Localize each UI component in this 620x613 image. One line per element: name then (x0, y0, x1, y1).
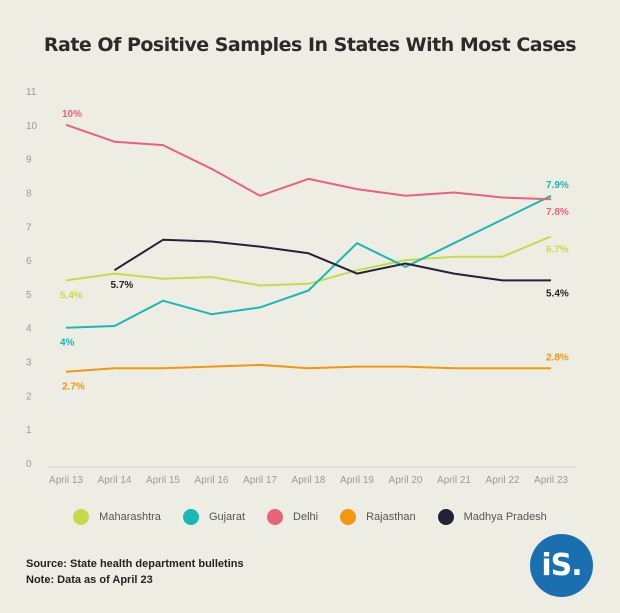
y-tick-label: 4 (26, 324, 32, 335)
chart-legend: Maharashtra Gujarat Delhi Rajasthan Madhya P… (0, 509, 620, 525)
legend-swatch (340, 509, 357, 525)
legend-label: Maharashtra (99, 511, 161, 523)
end-label-gujarat: 7.9% (546, 180, 569, 191)
line-chart: 0 1 2 3 4 5 6 7 8 9 10 11 April 13 April 14 April 15 Ap… (26, 87, 575, 486)
footnotes: Source: State health department bulletin… (26, 556, 244, 588)
x-tick-label: April 14 (98, 475, 132, 486)
legend-item-delhi: Delhi (267, 509, 318, 525)
y-tick-label: 1 (26, 425, 32, 436)
x-tick-label: April 17 (243, 475, 277, 486)
x-tick-label: April 15 (146, 475, 180, 486)
y-tick-label: 9 (26, 155, 32, 166)
y-tick-label: 0 (26, 459, 32, 470)
series-line-delhi (65, 123, 552, 201)
end-label-madhya-pradesh: 5.4% (546, 288, 569, 299)
legend-swatch (182, 509, 199, 525)
x-tick-label: April 18 (292, 475, 326, 486)
legend-item-gujarat: Gujarat (182, 509, 246, 525)
start-label-gujarat: 4% (60, 338, 75, 349)
y-tick-label: 6 (26, 256, 32, 267)
y-tick-label: 5 (26, 290, 32, 301)
x-tick-label: April 19 (340, 475, 374, 486)
end-label-delhi: 7.8% (546, 207, 569, 218)
legend-item-rajasthan: Rajasthan (340, 509, 416, 525)
y-tick-label: 10 (26, 121, 38, 132)
start-label-delhi: 10% (62, 109, 82, 120)
chart-title: Rate Of Positive Samples In States With … (43, 34, 577, 56)
y-tick-label: 3 (26, 358, 32, 369)
source-note: Source: State health department bulletin… (26, 558, 244, 570)
series-line-rajasthan (65, 363, 551, 373)
y-tick-label: 7 (26, 222, 32, 233)
start-label-rajasthan: 2.7% (62, 382, 85, 393)
brand-logo: iS. (530, 534, 593, 597)
y-tick-label: 11 (26, 87, 37, 98)
start-label-maharashtra: 5.4% (60, 290, 83, 301)
series-line-gujarat (65, 194, 552, 329)
x-tick-label: April 16 (195, 475, 229, 486)
end-label-maharashtra: 6.7% (546, 244, 569, 255)
x-tick-label: April 23 (534, 475, 568, 486)
data-note: Note: Data as of April 23 (26, 574, 153, 586)
start-label-madhya-pradesh: 5.7% (111, 280, 134, 291)
series-line-madhya-pradesh (113, 238, 551, 282)
legend-swatch (437, 509, 454, 525)
legend-item-maharashtra: Maharashtra (73, 509, 161, 525)
y-tick-label: 2 (26, 391, 32, 402)
series-line-maharashtra (65, 235, 552, 287)
end-label-rajasthan: 2.8% (546, 352, 569, 363)
legend-label: Madhya Pradesh (463, 511, 547, 523)
legend-label: Delhi (293, 511, 319, 523)
legend-swatch (267, 509, 284, 525)
legend-swatch (73, 509, 90, 525)
x-tick-label: April 21 (437, 475, 471, 486)
y-tick-label: 8 (26, 188, 32, 199)
x-tick-label: April 13 (49, 475, 83, 486)
x-tick-label: April 20 (389, 475, 423, 486)
legend-item-madhya-pradesh: Madhya Pradesh (437, 509, 547, 525)
legend-label: Rajasthan (366, 511, 416, 523)
legend-label: Gujarat (208, 511, 246, 523)
x-tick-label: April 22 (486, 475, 520, 486)
